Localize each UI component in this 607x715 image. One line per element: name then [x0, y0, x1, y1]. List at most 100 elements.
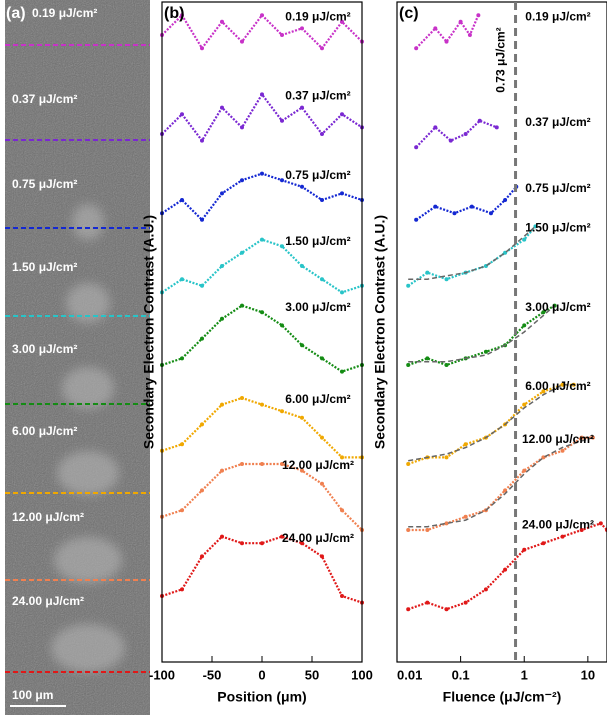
point — [240, 178, 244, 182]
point — [300, 264, 304, 268]
point — [180, 198, 184, 202]
point — [280, 323, 284, 327]
point — [320, 482, 324, 486]
point — [470, 205, 474, 209]
trace-label: 0.37 μJ/cm² — [525, 115, 590, 129]
trace-label: 6.00 μJ/cm² — [285, 392, 350, 406]
trace — [416, 121, 497, 147]
point — [280, 409, 284, 413]
fluence-label: 24.00 μJ/cm² — [12, 594, 84, 608]
trace-label: 6.00 μJ/cm² — [525, 379, 590, 393]
point — [320, 198, 324, 202]
scale-bar-label: 100 μm — [12, 688, 53, 702]
point — [320, 356, 324, 360]
point — [425, 528, 429, 532]
point — [300, 106, 304, 110]
trace — [408, 385, 574, 464]
point — [541, 541, 545, 545]
point — [406, 363, 410, 367]
point — [240, 396, 244, 400]
trace-label: 1.50 μJ/cm² — [285, 234, 350, 248]
trace — [408, 523, 607, 609]
point — [340, 112, 344, 116]
point — [200, 422, 204, 426]
point — [320, 277, 324, 281]
point — [200, 488, 204, 492]
point — [280, 119, 284, 123]
trace — [416, 187, 516, 220]
point — [464, 132, 468, 136]
point — [240, 304, 244, 308]
trace-label: 1.50 μJ/cm² — [525, 221, 590, 235]
point — [260, 541, 264, 545]
point — [433, 125, 437, 129]
panel-label: (b) — [164, 5, 184, 22]
trace-label: 0.37 μJ/cm² — [285, 89, 350, 103]
point — [220, 317, 224, 321]
point — [425, 601, 429, 605]
point — [406, 528, 410, 532]
point — [503, 568, 507, 572]
point — [200, 218, 204, 222]
point — [452, 211, 456, 215]
point — [340, 191, 344, 195]
point — [522, 403, 526, 407]
trace-label: 0.75 μJ/cm² — [525, 181, 590, 195]
trace — [162, 464, 362, 530]
point — [260, 310, 264, 314]
point — [200, 139, 204, 143]
fit-curve — [408, 385, 574, 461]
point — [340, 370, 344, 374]
x-tick-label: 0.01 — [397, 667, 422, 682]
point — [320, 554, 324, 558]
point — [522, 323, 526, 327]
point — [260, 462, 264, 466]
point — [503, 198, 507, 202]
point — [260, 238, 264, 242]
point — [468, 33, 472, 37]
trace-label: 24.00 μJ/cm² — [522, 518, 594, 532]
point — [280, 244, 284, 248]
point — [484, 350, 488, 354]
y-axis-label: Secondary Electron Contrast (A.U.) — [141, 215, 157, 449]
trace — [162, 306, 362, 372]
point — [220, 469, 224, 473]
point — [240, 40, 244, 44]
x-axis-label: Fluence (μJ/cm⁻²) — [443, 689, 562, 705]
point — [220, 264, 224, 268]
panel-label: (a) — [6, 5, 26, 22]
fluence-label: 0.37 μJ/cm² — [12, 92, 77, 106]
point — [464, 442, 468, 446]
point — [449, 139, 453, 143]
point — [561, 535, 565, 539]
y-axis-label: Secondary Electron Contrast (A.U.) — [372, 215, 388, 449]
point — [260, 403, 264, 407]
point — [433, 205, 437, 209]
point — [414, 218, 418, 222]
trace-label: 0.75 μJ/cm² — [285, 168, 350, 182]
point — [495, 125, 499, 129]
point — [340, 594, 344, 598]
point — [406, 462, 410, 466]
x-tick-label: 10 — [581, 667, 595, 682]
point — [445, 521, 449, 525]
point — [406, 284, 410, 288]
point — [240, 462, 244, 466]
trace-label: 24.00 μJ/cm² — [282, 531, 354, 545]
point — [414, 145, 418, 149]
point — [220, 106, 224, 110]
point — [300, 416, 304, 420]
trace-label: 12.00 μJ/cm² — [282, 458, 354, 472]
point — [340, 290, 344, 294]
trace — [162, 398, 362, 457]
point — [464, 601, 468, 605]
x-tick-label: 0.1 — [452, 667, 470, 682]
point — [200, 337, 204, 341]
point — [561, 449, 565, 453]
trace-label: 3.00 μJ/cm² — [285, 300, 350, 314]
plot-frame — [397, 2, 607, 662]
point — [445, 607, 449, 611]
trace — [408, 438, 593, 530]
point — [414, 46, 418, 50]
point — [599, 521, 603, 525]
